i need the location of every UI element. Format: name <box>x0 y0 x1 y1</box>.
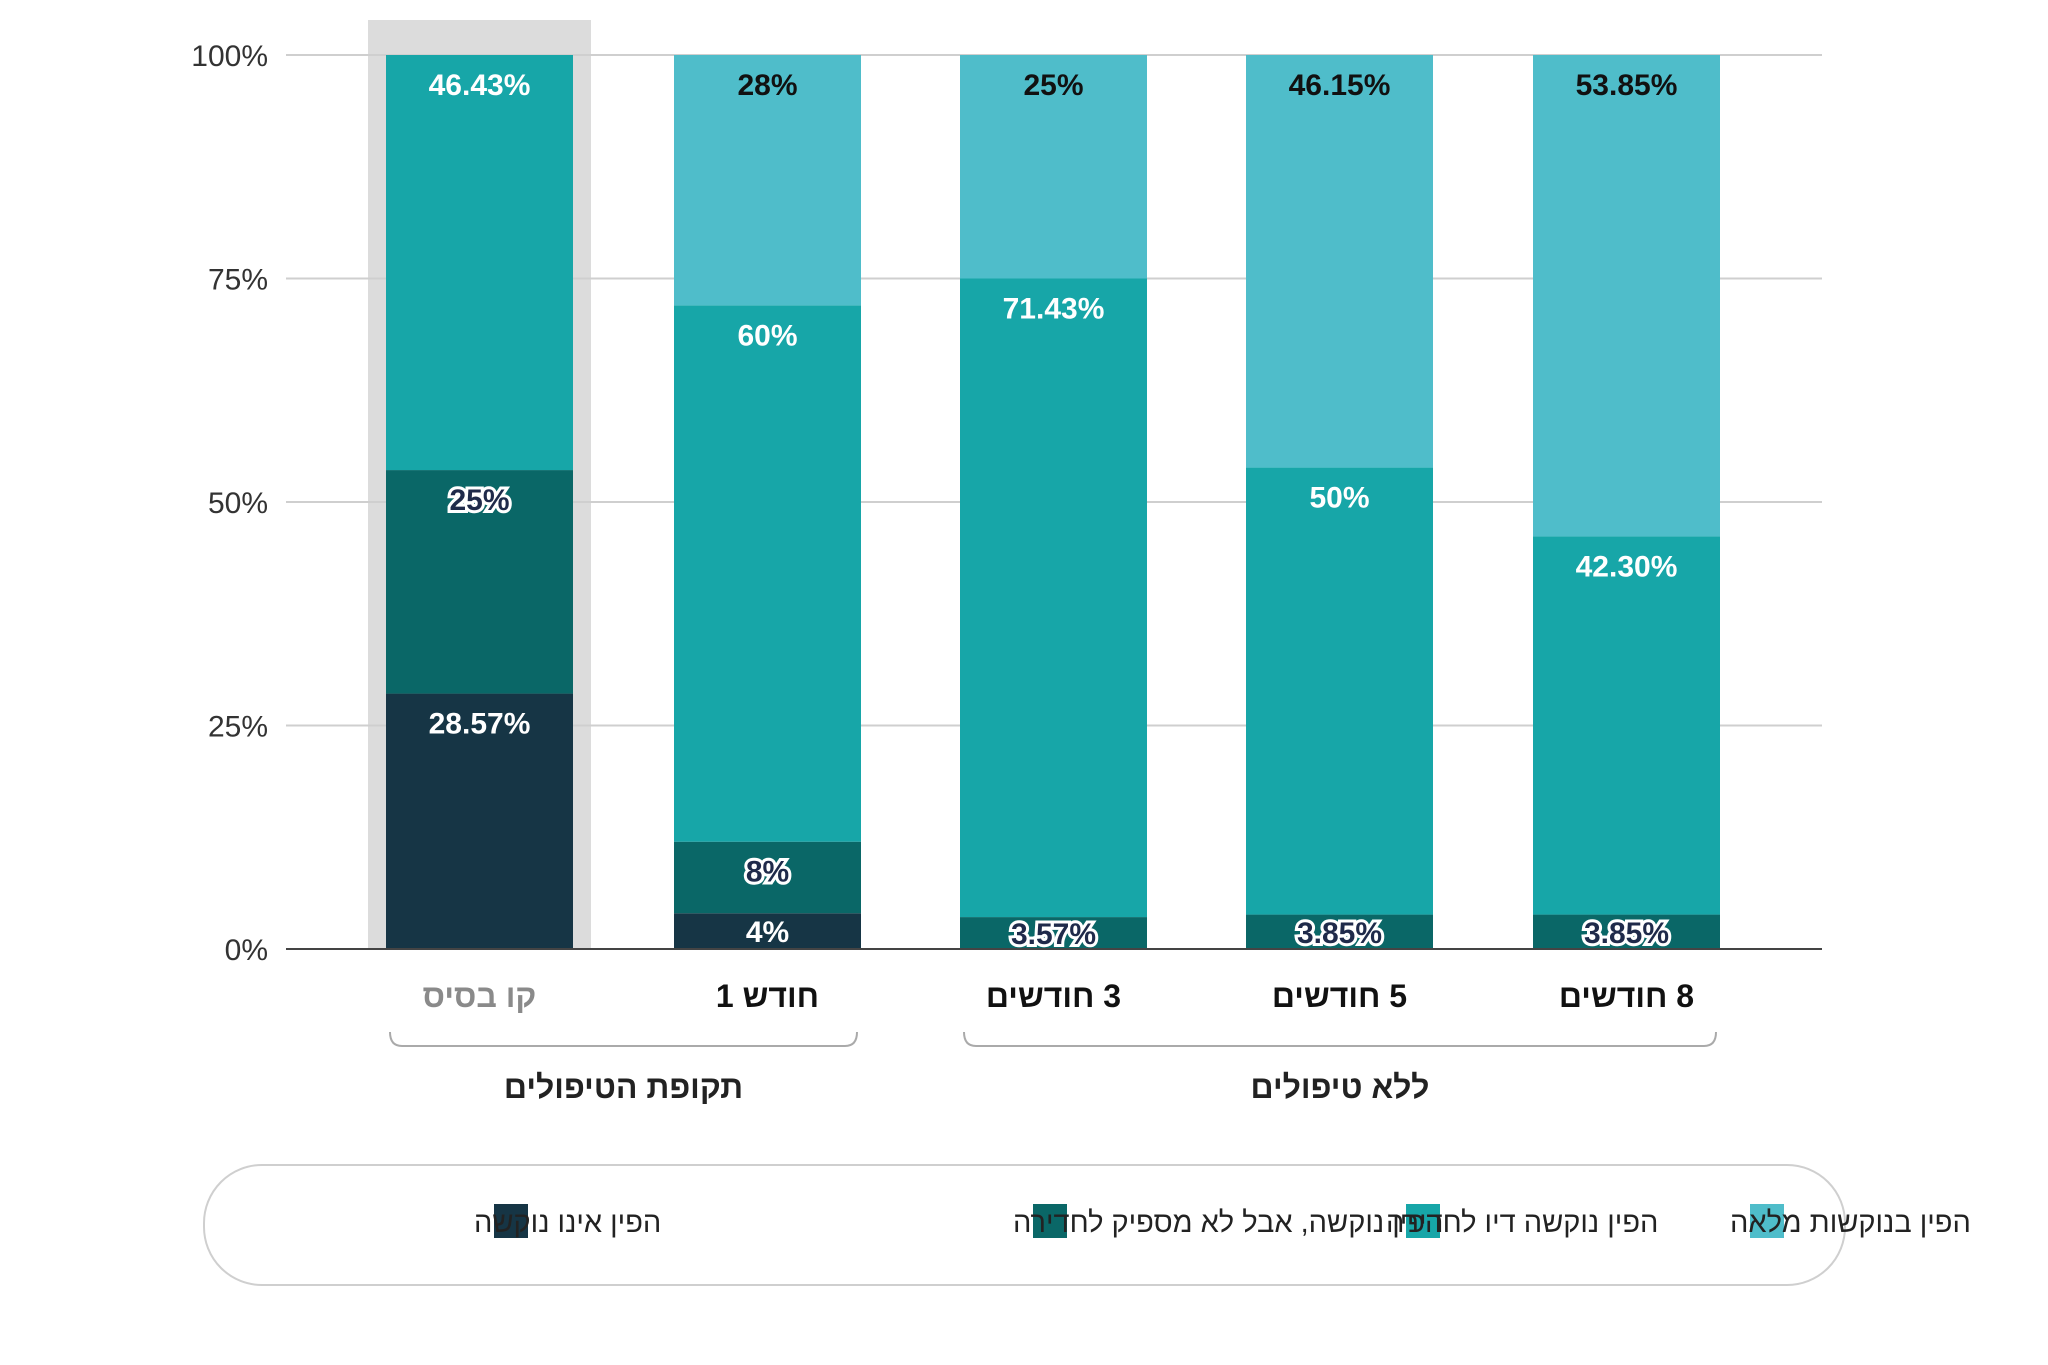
legend-swatch <box>1750 1204 1784 1238</box>
x-tick-label: 3 חודשים <box>986 978 1121 1014</box>
bar-segment <box>960 55 1147 279</box>
group-label: ללא טיפולים <box>1251 1069 1430 1105</box>
legend-label: הפין בנוקשות מלאה <box>1730 1207 1971 1239</box>
bar-segment <box>674 55 861 306</box>
legend-label: הפין אינו נוקשה <box>474 1207 661 1239</box>
x-tick-label: קו בסיס <box>423 978 537 1014</box>
data-label: 25% <box>449 484 509 517</box>
y-tick-label: 100% <box>191 40 268 73</box>
group-bracket <box>389 1031 858 1047</box>
data-label: 8% <box>746 856 789 889</box>
bar-segment <box>960 917 1147 949</box>
y-tick-label: 50% <box>208 487 268 520</box>
bar-segment <box>674 305 861 842</box>
x-tick-label: חודש 1 <box>716 978 819 1014</box>
data-label: 60% <box>737 319 797 352</box>
data-label: 25% <box>1023 69 1083 102</box>
bar-segment <box>960 278 1147 918</box>
data-label: 46.43% <box>429 69 531 102</box>
y-tick-label: 25% <box>208 711 268 744</box>
legend-swatch <box>1406 1204 1440 1238</box>
group-bracket <box>963 1031 1717 1047</box>
x-tick-label: 8 חודשים <box>1559 978 1694 1014</box>
bar-segment <box>1533 55 1720 537</box>
data-label: 3.85% <box>1584 917 1669 950</box>
data-label: 42.30% <box>1576 550 1678 583</box>
data-label: 71.43% <box>1003 293 1105 326</box>
bar-segment <box>1246 55 1433 468</box>
x-tick-label: 5 חודשים <box>1272 978 1407 1014</box>
bar-segment <box>1246 914 1433 949</box>
legend-label: הפין נוקשה, אבל לא מספיק לחדירה <box>1013 1207 1443 1239</box>
data-label: 28% <box>737 69 797 102</box>
data-label: 4% <box>746 916 789 949</box>
data-label: 3.57% <box>1011 918 1096 951</box>
data-label: 50% <box>1309 482 1369 515</box>
bar-segment <box>674 841 861 914</box>
bar-segment <box>674 913 861 949</box>
data-label: 3.85% <box>1297 917 1382 950</box>
bar-segment <box>1533 914 1720 949</box>
y-tick-label: 75% <box>208 264 268 297</box>
data-label: 46.15% <box>1289 69 1391 102</box>
legend-swatch <box>494 1204 528 1238</box>
y-tick-label: 0% <box>225 934 268 967</box>
data-label: 28.57% <box>429 708 531 741</box>
legend-box <box>203 1164 1846 1286</box>
bar-segment <box>386 693 573 949</box>
group-label: תקופת הטיפולים <box>504 1069 743 1105</box>
legend-swatch <box>1033 1204 1067 1238</box>
legend-label: הפין נוקשה דיו לחדירה <box>1386 1207 1658 1239</box>
bar-segment <box>1246 467 1433 915</box>
bar-segment <box>1533 536 1720 915</box>
data-label: 53.85% <box>1576 69 1678 102</box>
bar-segment <box>386 55 573 471</box>
bar-segment <box>386 470 573 694</box>
